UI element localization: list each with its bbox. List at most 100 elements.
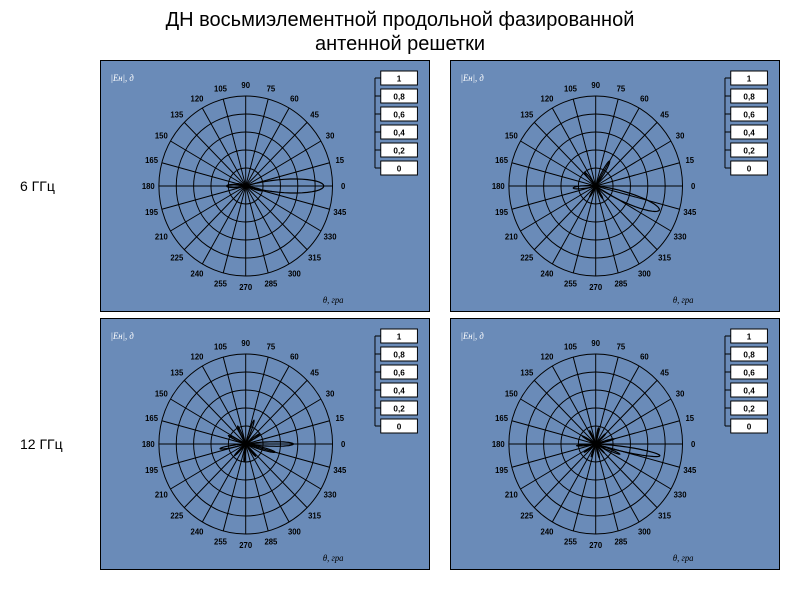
svg-text:0: 0: [691, 182, 696, 191]
svg-text:315: 315: [658, 253, 671, 262]
svg-text:300: 300: [638, 527, 651, 536]
svg-text:150: 150: [505, 131, 518, 140]
svg-text:180: 180: [142, 440, 155, 449]
svg-text:90: 90: [241, 81, 250, 90]
svg-text:45: 45: [660, 368, 669, 377]
svg-text:285: 285: [264, 537, 277, 546]
svg-text:270: 270: [589, 541, 602, 550]
svg-text:150: 150: [505, 389, 518, 398]
svg-text:165: 165: [495, 156, 508, 165]
svg-text:30: 30: [326, 389, 335, 398]
polar-chart-bottom-left: 0153045607590105120135150165180195210225…: [100, 318, 430, 570]
svg-text:|Eн|, д: |Eн|, д: [461, 331, 485, 341]
svg-text:90: 90: [241, 339, 250, 348]
svg-text:105: 105: [214, 342, 227, 351]
svg-text:0: 0: [397, 163, 402, 173]
svg-text:0,2: 0,2: [393, 403, 405, 413]
svg-text:0,2: 0,2: [743, 145, 755, 155]
svg-text:255: 255: [214, 537, 227, 546]
svg-text:1: 1: [747, 331, 752, 341]
svg-text:180: 180: [142, 182, 155, 191]
svg-text:195: 195: [145, 466, 158, 475]
svg-text:210: 210: [505, 490, 518, 499]
svg-text:150: 150: [155, 131, 168, 140]
svg-text:|Eн|, д: |Eн|, д: [111, 331, 135, 341]
svg-text:0,4: 0,4: [393, 385, 405, 395]
svg-text:315: 315: [308, 511, 321, 520]
svg-text:60: 60: [290, 94, 299, 103]
svg-text:0: 0: [691, 440, 696, 449]
svg-text:75: 75: [617, 342, 626, 351]
svg-text:135: 135: [170, 368, 183, 377]
svg-text:270: 270: [589, 283, 602, 292]
svg-text:θ, гра: θ, гра: [673, 295, 694, 305]
svg-text:0: 0: [341, 182, 346, 191]
svg-text:270: 270: [239, 541, 252, 550]
svg-text:135: 135: [520, 368, 533, 377]
svg-text:0,8: 0,8: [743, 349, 755, 359]
svg-text:330: 330: [324, 232, 337, 241]
svg-text:0,2: 0,2: [743, 403, 755, 413]
svg-text:45: 45: [310, 368, 319, 377]
svg-text:|Eн|, д: |Eн|, д: [461, 73, 485, 83]
svg-text:330: 330: [674, 232, 687, 241]
row1-label: 6 ГГц: [20, 60, 80, 312]
svg-text:300: 300: [638, 269, 651, 278]
svg-text:210: 210: [155, 490, 168, 499]
svg-text:240: 240: [191, 269, 204, 278]
svg-text:15: 15: [686, 156, 695, 165]
svg-text:210: 210: [505, 232, 518, 241]
svg-text:210: 210: [155, 232, 168, 241]
svg-text:60: 60: [640, 352, 649, 361]
svg-text:330: 330: [324, 490, 337, 499]
svg-text:105: 105: [564, 84, 577, 93]
page-title: ДН восьмиэлементной продольной фазирован…: [0, 0, 800, 60]
row2-label: 12 ГГц: [20, 318, 80, 570]
svg-text:315: 315: [658, 511, 671, 520]
svg-text:255: 255: [564, 279, 577, 288]
svg-text:1: 1: [397, 331, 402, 341]
svg-text:0: 0: [341, 440, 346, 449]
svg-text:285: 285: [264, 279, 277, 288]
svg-text:285: 285: [614, 279, 627, 288]
svg-text:300: 300: [288, 527, 301, 536]
svg-text:120: 120: [541, 352, 554, 361]
svg-text:180: 180: [492, 182, 505, 191]
svg-text:θ, гра: θ, гра: [673, 553, 694, 563]
svg-text:1: 1: [747, 73, 752, 83]
svg-text:345: 345: [683, 466, 696, 475]
svg-text:330: 330: [674, 490, 687, 499]
svg-text:225: 225: [170, 511, 183, 520]
svg-text:135: 135: [170, 110, 183, 119]
svg-text:15: 15: [686, 414, 695, 423]
svg-text:30: 30: [326, 131, 335, 140]
svg-text:345: 345: [683, 208, 696, 217]
title-line2: антенной решетки: [315, 33, 485, 55]
svg-text:0,6: 0,6: [743, 109, 755, 119]
svg-text:105: 105: [564, 342, 577, 351]
svg-text:75: 75: [267, 342, 276, 351]
svg-text:0,4: 0,4: [743, 385, 755, 395]
svg-text:0,6: 0,6: [393, 109, 405, 119]
svg-text:240: 240: [541, 527, 554, 536]
svg-text:0,4: 0,4: [393, 127, 405, 137]
svg-text:0,8: 0,8: [393, 349, 405, 359]
svg-text:0,4: 0,4: [743, 127, 755, 137]
svg-text:0: 0: [397, 421, 402, 431]
chart-grid: 6 ГГц 0153045607590105120135150165180195…: [0, 60, 800, 580]
polar-chart-bottom-right: 0153045607590105120135150165180195210225…: [450, 318, 780, 570]
svg-text:255: 255: [564, 537, 577, 546]
svg-text:225: 225: [520, 511, 533, 520]
svg-text:45: 45: [660, 110, 669, 119]
svg-text:270: 270: [239, 283, 252, 292]
svg-text:0,8: 0,8: [393, 91, 405, 101]
svg-text:285: 285: [614, 537, 627, 546]
svg-text:225: 225: [520, 253, 533, 262]
title-line1: ДН восьмиэлементной продольной фазирован…: [166, 9, 635, 31]
polar-chart-top-left: 0153045607590105120135150165180195210225…: [100, 60, 430, 312]
svg-text:180: 180: [492, 440, 505, 449]
svg-text:240: 240: [541, 269, 554, 278]
svg-text:0,2: 0,2: [393, 145, 405, 155]
svg-text:75: 75: [267, 84, 276, 93]
svg-text:345: 345: [333, 466, 346, 475]
